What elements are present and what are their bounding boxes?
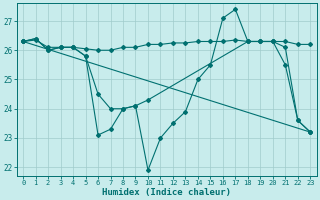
X-axis label: Humidex (Indice chaleur): Humidex (Indice chaleur) — [102, 188, 231, 197]
